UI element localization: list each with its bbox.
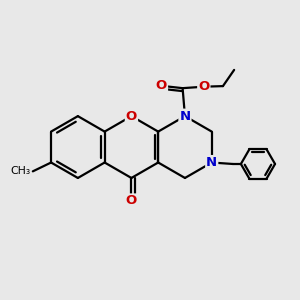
Text: O: O bbox=[198, 80, 209, 93]
Text: O: O bbox=[156, 79, 167, 92]
Text: O: O bbox=[126, 110, 137, 123]
Text: N: N bbox=[179, 110, 191, 123]
Text: O: O bbox=[126, 194, 137, 207]
Text: N: N bbox=[206, 156, 217, 169]
Text: CH₃: CH₃ bbox=[11, 166, 31, 176]
